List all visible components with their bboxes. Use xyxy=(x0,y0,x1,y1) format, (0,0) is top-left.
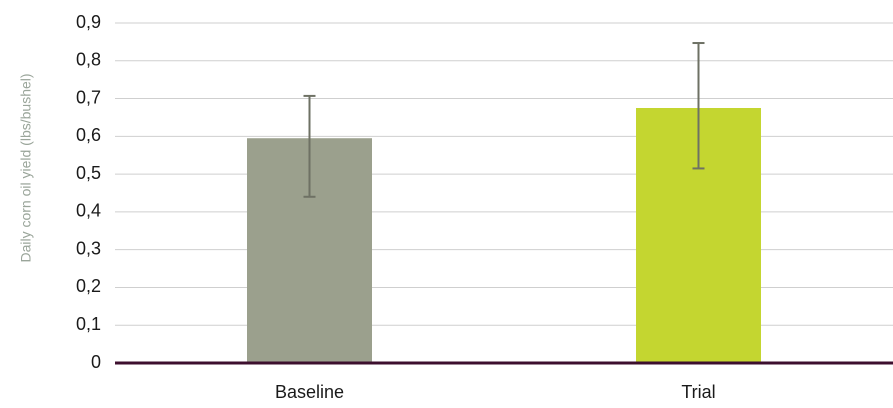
y-tick-label: 0,2 xyxy=(76,276,101,296)
y-tick-label: 0,3 xyxy=(76,238,101,258)
y-tick-label: 0,9 xyxy=(76,12,101,32)
y-tick-label: 0 xyxy=(91,352,101,372)
y-tick-label: 0,1 xyxy=(76,314,101,334)
y-tick-label: 0,4 xyxy=(76,201,101,221)
error-bars xyxy=(303,42,705,198)
y-tick-labels: 0 0,1 0,2 0,3 0,4 0,5 0,6 0,7 0,8 0,9 xyxy=(76,12,101,372)
y-tick-label: 0,8 xyxy=(76,50,101,70)
y-tick-label: 0,6 xyxy=(76,125,101,145)
x-category-label: Trial xyxy=(681,382,715,402)
y-axis-title: Daily corn oil yield (lbs/bushel) xyxy=(18,73,34,262)
y-tick-label: 0,5 xyxy=(76,163,101,183)
x-category-label: Baseline xyxy=(275,382,344,402)
y-tick-label: 0,7 xyxy=(76,87,101,107)
x-category-labels: Baseline Trial xyxy=(275,382,716,402)
gridlines xyxy=(115,22,893,326)
